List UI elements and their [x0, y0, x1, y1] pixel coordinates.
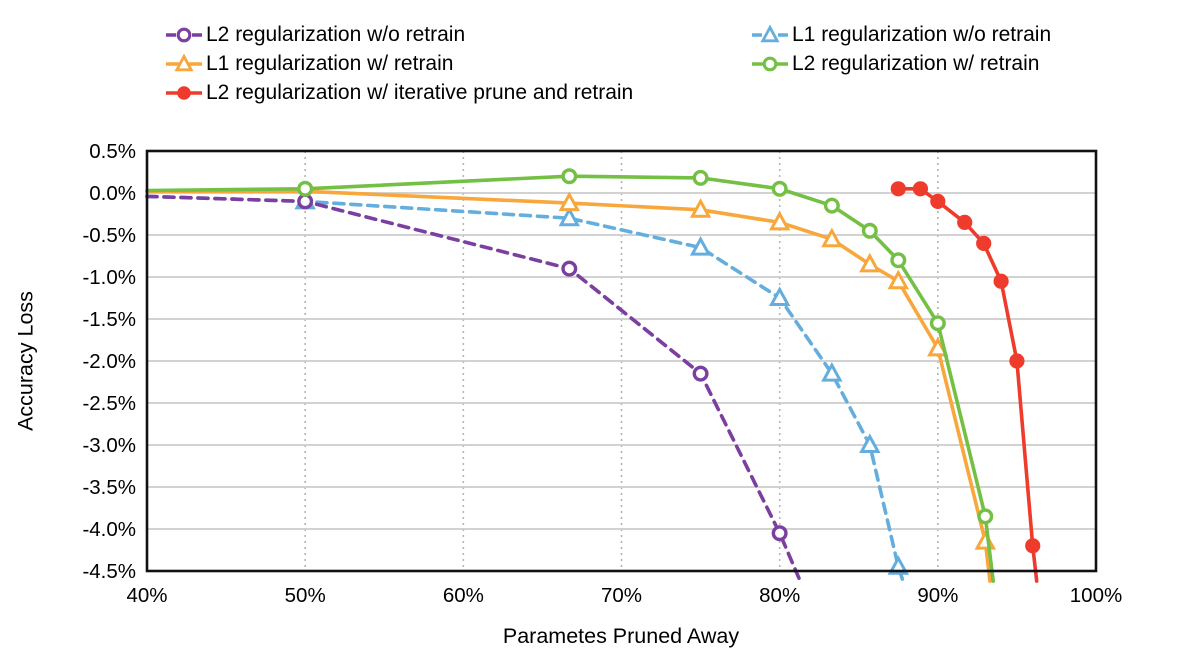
x-axis-title: Parametes Pruned Away: [502, 624, 740, 648]
data-point-triangle-open: [558, 206, 581, 227]
data-point-circle-open: [929, 315, 946, 332]
y-tick-label: -4.5%: [82, 560, 136, 583]
legend-item-l2-iterative: L2 regularization w/ iterative prune and…: [164, 78, 633, 107]
data-point-triangle-open: [689, 235, 712, 256]
x-tick-label: 80%: [759, 584, 800, 607]
x-tick-label: 60%: [443, 584, 484, 607]
data-point-circle-open: [861, 222, 878, 239]
data-point-circle-open: [771, 525, 788, 542]
series-line: [896, 187, 1039, 583]
legend-item-l2-retrain: L2 regularization w/ retrain: [750, 49, 1051, 78]
chart-legend-column-left: L2 regularization w/o retrain L1 regular…: [164, 20, 633, 107]
data-point-circle-open: [561, 168, 578, 185]
solid-filled-circle-icon: [166, 85, 202, 100]
data-point-triangle-open: [768, 210, 791, 231]
data-point-triangle-open: [887, 269, 910, 290]
data-point-circle-filled: [912, 181, 929, 197]
dashed-open-circle-icon: [166, 27, 202, 42]
data-point-circle-open: [977, 508, 994, 525]
y-tick-label: 0.0%: [89, 182, 136, 205]
x-tick-label: 50%: [285, 584, 326, 607]
data-point-circle-filled: [976, 235, 992, 251]
solid-open-circle-icon: [752, 56, 788, 71]
data-point-triangle-open: [768, 286, 791, 306]
legend-label: L1 regularization w/o retrain: [792, 22, 1052, 46]
legend-label: L2 regularization w/ iterative prune and…: [206, 80, 634, 104]
x-tick-label: 90%: [917, 584, 958, 607]
series-line: [145, 194, 905, 583]
y-tick-label: -2.5%: [82, 392, 136, 415]
data-point-circle-filled: [930, 193, 946, 209]
legend-item-l1-no-retrain: L1 regularization w/o retrain: [750, 20, 1051, 49]
legend-item-l2-no-retrain: L2 regularization w/o retrain: [164, 20, 633, 49]
series-line: [145, 189, 992, 583]
y-tick-label: 0.5%: [89, 140, 136, 163]
x-tick-label: 100%: [1070, 584, 1122, 607]
plot-border: [145, 149, 1098, 573]
series-line: [145, 194, 802, 583]
y-tick-label: -0.5%: [82, 224, 136, 247]
y-tick-label: -1.5%: [82, 308, 136, 331]
data-point-circle-open: [692, 169, 709, 186]
data-point-triangle-open: [821, 227, 843, 248]
data-point-circle-open: [890, 252, 907, 269]
data-point-circle-filled: [1009, 353, 1025, 369]
y-tick-label: -4.0%: [82, 518, 136, 541]
data-point-circle-filled: [890, 181, 906, 197]
x-tick-label: 40%: [126, 584, 167, 607]
legend-label: L1 regularization w/ retrain: [206, 51, 454, 75]
data-point-circle-open: [561, 260, 578, 277]
x-tick-label: 70%: [601, 584, 642, 607]
data-point-circle-open: [297, 180, 314, 197]
data-point-circle-open: [297, 193, 314, 210]
y-tick-label: -1.0%: [82, 266, 136, 289]
data-point-triangle-open: [974, 529, 997, 550]
chart-legend-column-right: L1 regularization w/o retrain L2 regular…: [750, 20, 1051, 78]
legend-item-l1-retrain: L1 regularization w/ retrain: [164, 49, 633, 78]
data-point-triangle-open: [859, 252, 881, 273]
y-tick-label: -3.5%: [82, 476, 136, 499]
dashed-open-triangle-icon: [752, 24, 788, 42]
y-tick-label: -2.0%: [82, 350, 136, 373]
legend-label: L2 regularization w/ retrain: [792, 51, 1040, 75]
data-point-circle-filled: [1025, 538, 1041, 554]
legend-label: L2 regularization w/o retrain: [206, 22, 466, 46]
data-point-triangle-open: [821, 361, 843, 382]
data-point-triangle-open: [689, 198, 712, 218]
data-point-circle-filled: [957, 214, 973, 230]
data-point-triangle-open: [887, 555, 910, 575]
y-tick-label: -3.0%: [82, 434, 136, 457]
data-point-circle-open: [823, 197, 840, 214]
solid-open-triangle-icon: [166, 53, 202, 71]
data-point-triangle-open: [558, 191, 581, 212]
data-point-circle-filled: [993, 273, 1009, 289]
data-point-triangle-open: [859, 433, 881, 453]
data-point-circle-open: [771, 180, 788, 197]
data-point-circle-open: [692, 365, 709, 382]
